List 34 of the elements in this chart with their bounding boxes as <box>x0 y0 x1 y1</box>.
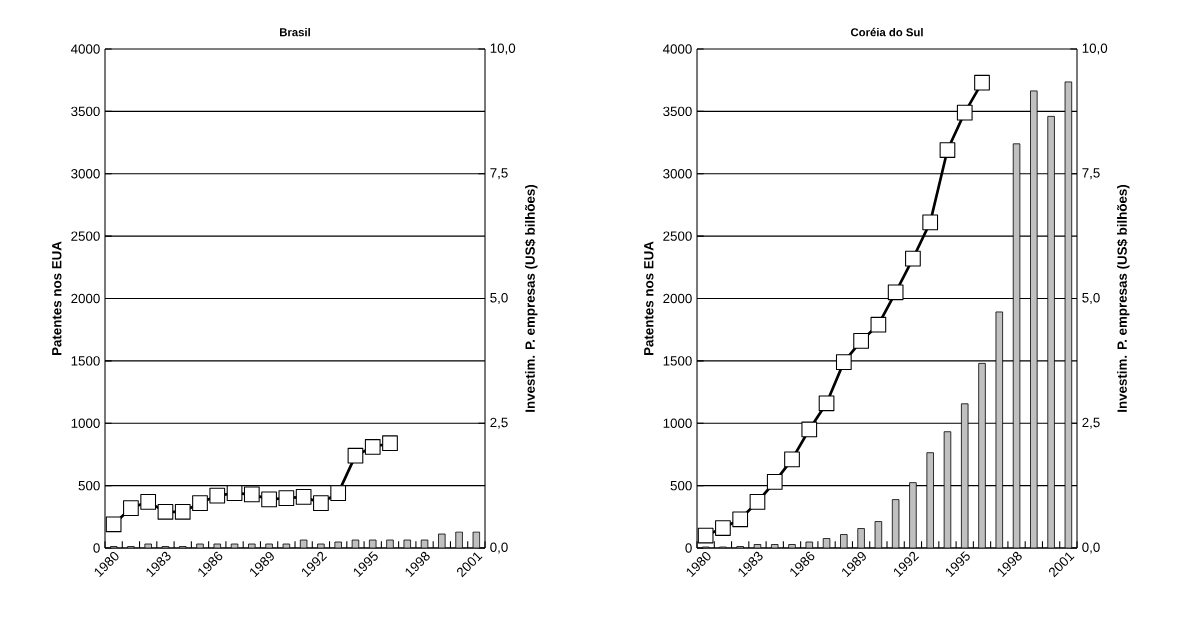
y2-tick-label: 10,0 <box>1082 43 1108 55</box>
y-tick-label: 0 <box>93 543 100 553</box>
y-tick-label: 1500 <box>663 356 692 366</box>
y-tick-label: 4000 <box>70 44 100 54</box>
y-tick-label: 1500 <box>71 356 100 366</box>
y-tick-label: 2500 <box>663 231 692 241</box>
y2-tick-label: 2,5 <box>490 417 508 429</box>
y2-tick-label: 10,0 <box>490 43 516 55</box>
y-tick-label: 3000 <box>71 169 100 179</box>
y2-tick-label: 0,0 <box>1082 542 1100 554</box>
y-tick-label: 500 <box>670 480 692 491</box>
chart-title: Coréia do Sul <box>850 27 923 37</box>
y-tick-label: 1000 <box>663 418 692 428</box>
y-axis-title: Patentes nos EUA <box>52 241 62 356</box>
y2-tick-label: 5,0 <box>1082 292 1100 305</box>
y2-tick-label: 2,5 <box>1082 417 1100 429</box>
y2-tick-label: 7,5 <box>1082 168 1100 180</box>
y-tick-label: 3500 <box>663 106 692 117</box>
y2-tick-label: 5,0 <box>490 292 508 305</box>
y-tick-label: 3000 <box>663 169 692 179</box>
y-tick-label: 2000 <box>71 293 100 304</box>
y-tick-label: 3500 <box>71 106 100 117</box>
y2-tick-label: 0,0 <box>490 542 508 554</box>
y2-tick-label: 7,5 <box>490 168 508 180</box>
y-tick-label: 0 <box>685 543 692 553</box>
y-tick-label: 500 <box>78 480 100 491</box>
y-axis-title: Patentes nos EUA <box>644 241 654 356</box>
chart-title: Brasil <box>280 27 310 37</box>
y2-axis-title: Investim. P. empresas (US$ bilhões) <box>524 184 538 412</box>
y-tick-label: 1000 <box>71 418 100 428</box>
y2-axis-title: Investim. P. empresas (US$ bilhões) <box>1116 184 1130 412</box>
y-tick-label: 2500 <box>71 231 100 241</box>
y-tick-label: 2000 <box>663 293 692 304</box>
y-tick-label: 4000 <box>662 44 692 54</box>
